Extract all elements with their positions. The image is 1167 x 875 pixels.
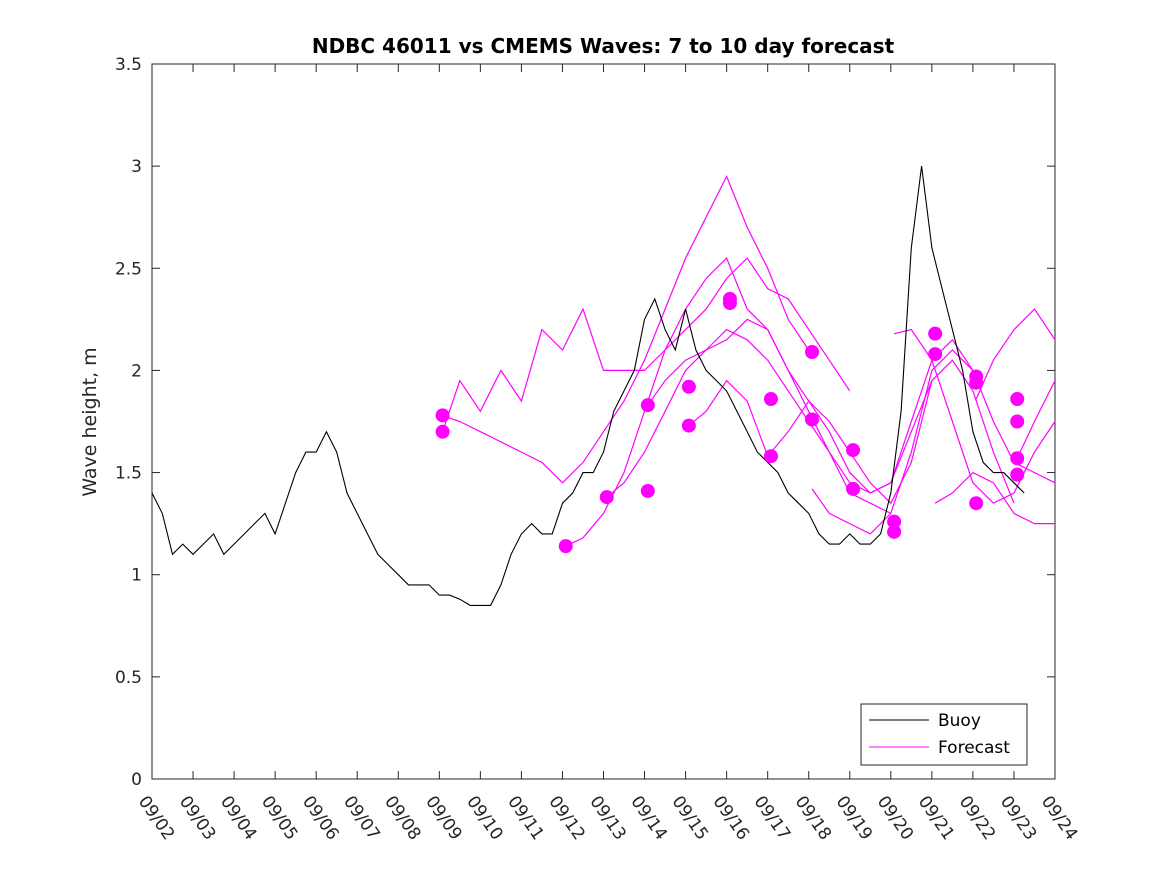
forecast-marker	[722, 296, 737, 311]
forecast-marker	[969, 375, 984, 390]
y-tick-label: 3.5	[115, 55, 142, 75]
forecast-marker	[928, 347, 943, 362]
x-tick-label: 09/22	[955, 792, 999, 844]
forecast-marker	[846, 481, 861, 496]
forecast-line	[1016, 380, 1056, 459]
x-tick-label: 09/16	[709, 792, 753, 844]
forecast-marker	[805, 412, 820, 427]
y-tick-label: 1.5	[115, 464, 142, 484]
y-axis-label: Wave height, m	[79, 347, 101, 496]
forecast-line	[893, 328, 1056, 504]
y-axis: 0 0.5 1 1.5 2 2.5 3 3.5	[115, 55, 1055, 790]
forecast-marker	[599, 490, 614, 505]
x-tick-label: 09/20	[873, 792, 917, 844]
chart-title: NDBC 46011 vs CMEMS Waves: 7 to 10 day f…	[312, 34, 895, 58]
x-tick-label: 09/06	[298, 792, 342, 844]
y-tick-label: 1	[131, 566, 142, 586]
forecast-line	[442, 257, 851, 432]
forecast-line	[442, 174, 810, 484]
buoy-line	[151, 166, 1025, 606]
x-tick-label: 09/21	[914, 792, 958, 844]
legend-label-forecast: Forecast	[938, 738, 1010, 758]
plot-area	[151, 63, 1056, 780]
forecast-marker	[558, 539, 573, 554]
y-tick-label: 0	[131, 770, 142, 790]
legend-box	[860, 703, 1028, 766]
x-tick-label: 09/13	[585, 792, 629, 844]
forecast-marker	[1010, 392, 1025, 407]
forecast-line	[975, 308, 1056, 400]
forecast-marker	[1010, 414, 1025, 429]
forecast-marker	[805, 345, 820, 360]
forecast-marker	[969, 496, 984, 511]
x-tick-label: 09/23	[996, 792, 1040, 844]
x-tick-label: 09/09	[421, 792, 465, 844]
x-tick-label: 09/03	[175, 792, 219, 844]
x-tick-label: 09/10	[462, 792, 506, 844]
x-tick-label: 09/14	[626, 792, 670, 844]
x-tick-label: 09/11	[503, 792, 547, 844]
x-tick-label: 09/18	[791, 792, 835, 844]
forecast-marker	[928, 326, 943, 341]
x-tick-label: 09/02	[134, 792, 178, 844]
x-tick-label: 09/24	[1037, 792, 1081, 844]
x-tick-label: 09/07	[339, 792, 383, 844]
forecast-marker	[887, 524, 902, 539]
forecast-marker	[681, 379, 696, 394]
forecast-line	[565, 257, 892, 547]
forecast-marker	[640, 483, 655, 498]
forecast-marker	[640, 398, 655, 413]
forecast-marker	[681, 418, 696, 433]
forecast-marker	[1010, 451, 1025, 466]
y-tick-label: 2	[131, 361, 142, 381]
forecast-marker	[435, 408, 450, 423]
series-layer	[151, 166, 1056, 606]
forecast-marker	[1010, 467, 1025, 482]
legend-label-buoy: Buoy	[938, 711, 981, 731]
forecast-marker	[846, 443, 861, 458]
y-tick-label: 2.5	[115, 259, 142, 279]
y-tick-label: 3	[131, 157, 142, 177]
x-tick-label: 09/04	[216, 792, 260, 844]
x-tick-label: 09/15	[667, 792, 711, 844]
forecast-marker	[763, 449, 778, 464]
y-tick-label: 0.5	[115, 668, 142, 688]
x-tick-label: 09/12	[544, 792, 588, 844]
forecast-marker	[887, 514, 902, 529]
legend: Buoy Forecast	[860, 703, 1028, 766]
forecast-line	[934, 471, 1055, 525]
x-tick-label: 09/17	[750, 792, 794, 844]
x-tick-label: 09/19	[832, 792, 876, 844]
x-tick-label: 09/08	[380, 792, 424, 844]
forecast-markers	[435, 291, 1025, 554]
forecast-marker	[763, 392, 778, 407]
x-tick-label: 09/05	[257, 792, 301, 844]
forecast-marker	[435, 424, 450, 439]
